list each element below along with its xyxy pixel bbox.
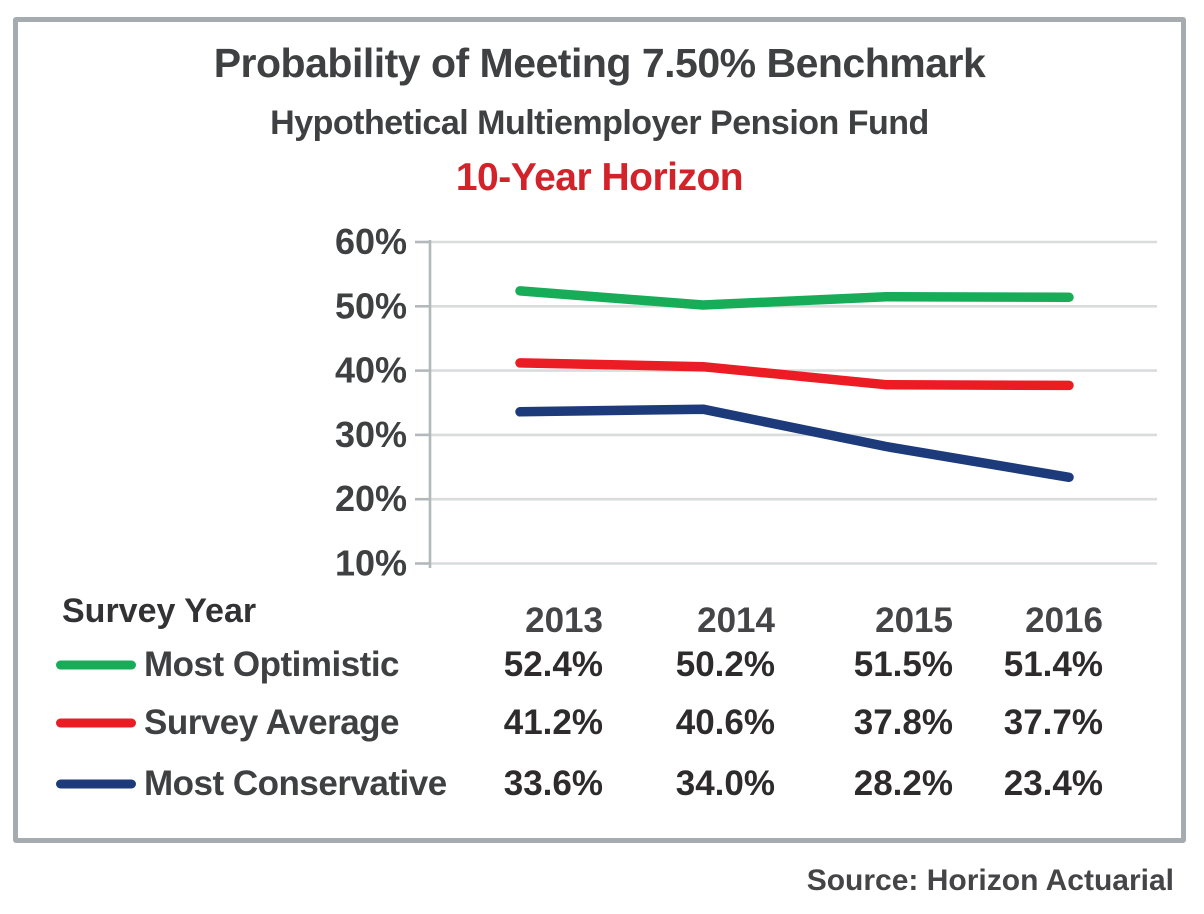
series-line-survey-average [515, 358, 1074, 391]
source-credit: Source: Horizon Actuarial [806, 864, 1174, 897]
table-value-most-conservative-2014: 34.0% [675, 764, 775, 803]
table-row-survey-average: Survey Average 41.2% 40.6% 37.8% 37.7% [0, 695, 1204, 751]
y-tick-label: 10% [335, 543, 407, 584]
table-row-most-optimistic: Most Optimistic 52.4% 50.2% 51.5% 51.4% [0, 637, 1204, 693]
table-value-most-optimistic-2013: 52.4% [503, 645, 603, 684]
year-label-2016: 2016 [1025, 601, 1103, 640]
table-value-most-optimistic-2016: 51.4% [1003, 645, 1103, 684]
series-line-most-optimistic [515, 286, 1074, 310]
table-row-most-conservative: Most Conservative 33.6% 34.0% 28.2% 23.4% [0, 756, 1204, 812]
chart-horizon-annotation: 10-Year Horizon [455, 156, 744, 199]
table-value-survey-average-2013: 41.2% [503, 703, 603, 742]
table-value-most-optimistic-2014: 50.2% [675, 645, 775, 684]
survey-year-header: Survey Year [62, 592, 257, 630]
table-value-survey-average-2014: 40.6% [675, 703, 775, 742]
y-tick-label: 40% [335, 350, 407, 391]
chart-frame-border [13, 17, 1186, 843]
table-value-most-conservative-2013: 33.6% [503, 764, 603, 803]
legend-label-most-conservative: Most Conservative [144, 764, 447, 803]
table-value-most-optimistic-2015: 51.5% [853, 645, 953, 684]
chart-subtitle: Hypothetical Multiemployer Pension Fund [270, 104, 929, 142]
year-label-2013: 2013 [525, 601, 603, 640]
y-tick-label: 50% [335, 285, 407, 326]
chart-title: Probability of Meeting 7.50% Benchmark [213, 40, 986, 86]
year-label-2015: 2015 [875, 601, 953, 640]
table-value-most-conservative-2016: 23.4% [1003, 764, 1103, 803]
legend-swatch-most-conservative [56, 779, 136, 789]
legend-label-most-optimistic: Most Optimistic [144, 645, 400, 684]
year-label-2014: 2014 [697, 601, 775, 640]
table-value-survey-average-2015: 37.8% [853, 703, 953, 742]
series-line-most-conservative [515, 404, 1074, 483]
legend-swatch-survey-average [56, 718, 136, 728]
legend-label-survey-average: Survey Average [144, 703, 400, 742]
y-tick-label: 30% [335, 414, 407, 455]
table-value-survey-average-2016: 37.7% [1003, 703, 1103, 742]
legend-swatch-most-optimistic [56, 660, 136, 670]
y-tick-label: 20% [335, 478, 407, 519]
y-tick-label: 60% [335, 221, 407, 262]
table-value-most-conservative-2015: 28.2% [853, 764, 953, 803]
